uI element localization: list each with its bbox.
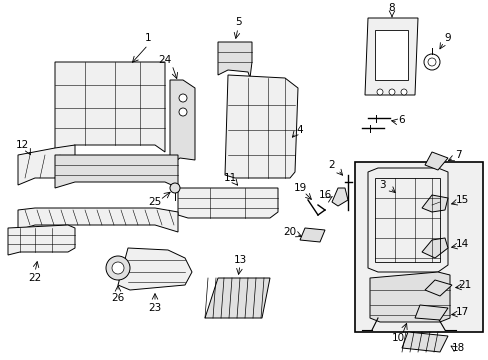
Circle shape [170, 183, 180, 193]
Text: 8: 8 [388, 3, 394, 13]
Text: 23: 23 [148, 303, 162, 313]
Text: 20: 20 [283, 227, 296, 237]
Polygon shape [170, 80, 195, 165]
Polygon shape [369, 272, 449, 322]
Text: 6: 6 [398, 115, 405, 125]
Polygon shape [364, 18, 417, 95]
Text: 25: 25 [148, 197, 162, 207]
Text: 5: 5 [234, 17, 241, 27]
Polygon shape [224, 75, 297, 178]
Circle shape [179, 94, 186, 102]
Text: 4: 4 [296, 125, 303, 135]
Text: 9: 9 [444, 33, 450, 43]
Text: 10: 10 [390, 333, 404, 343]
Text: 11: 11 [223, 173, 236, 183]
Circle shape [400, 89, 406, 95]
Text: 14: 14 [454, 239, 468, 249]
Bar [354, 162, 482, 332]
Text: 1: 1 [144, 33, 151, 43]
Polygon shape [421, 238, 447, 258]
Polygon shape [55, 155, 178, 188]
Polygon shape [204, 278, 269, 318]
Polygon shape [374, 30, 407, 80]
Text: 12: 12 [15, 140, 29, 150]
Text: 2: 2 [328, 160, 335, 170]
Polygon shape [424, 280, 451, 296]
Text: 24: 24 [158, 55, 171, 65]
Polygon shape [178, 188, 278, 218]
Polygon shape [18, 208, 178, 232]
Polygon shape [401, 332, 447, 352]
Circle shape [376, 89, 382, 95]
Polygon shape [421, 195, 447, 212]
Text: 7: 7 [454, 150, 460, 160]
Polygon shape [18, 145, 75, 185]
Text: 26: 26 [111, 293, 124, 303]
Polygon shape [299, 228, 325, 242]
Circle shape [388, 89, 394, 95]
Circle shape [179, 108, 186, 116]
Polygon shape [8, 225, 75, 255]
Text: 13: 13 [233, 255, 246, 265]
Text: 15: 15 [454, 195, 468, 205]
Text: 21: 21 [457, 280, 470, 290]
Polygon shape [367, 168, 447, 272]
Polygon shape [118, 248, 192, 290]
Text: 16: 16 [318, 190, 331, 200]
Text: 22: 22 [28, 273, 41, 283]
Circle shape [112, 262, 124, 274]
Circle shape [106, 256, 130, 280]
Polygon shape [424, 152, 447, 170]
Text: 3: 3 [378, 180, 385, 190]
Polygon shape [218, 42, 251, 78]
Text: 19: 19 [293, 183, 306, 193]
Text: 18: 18 [450, 343, 464, 353]
Text: 17: 17 [454, 307, 468, 317]
Polygon shape [331, 188, 347, 206]
Polygon shape [55, 62, 164, 155]
Polygon shape [414, 305, 447, 320]
